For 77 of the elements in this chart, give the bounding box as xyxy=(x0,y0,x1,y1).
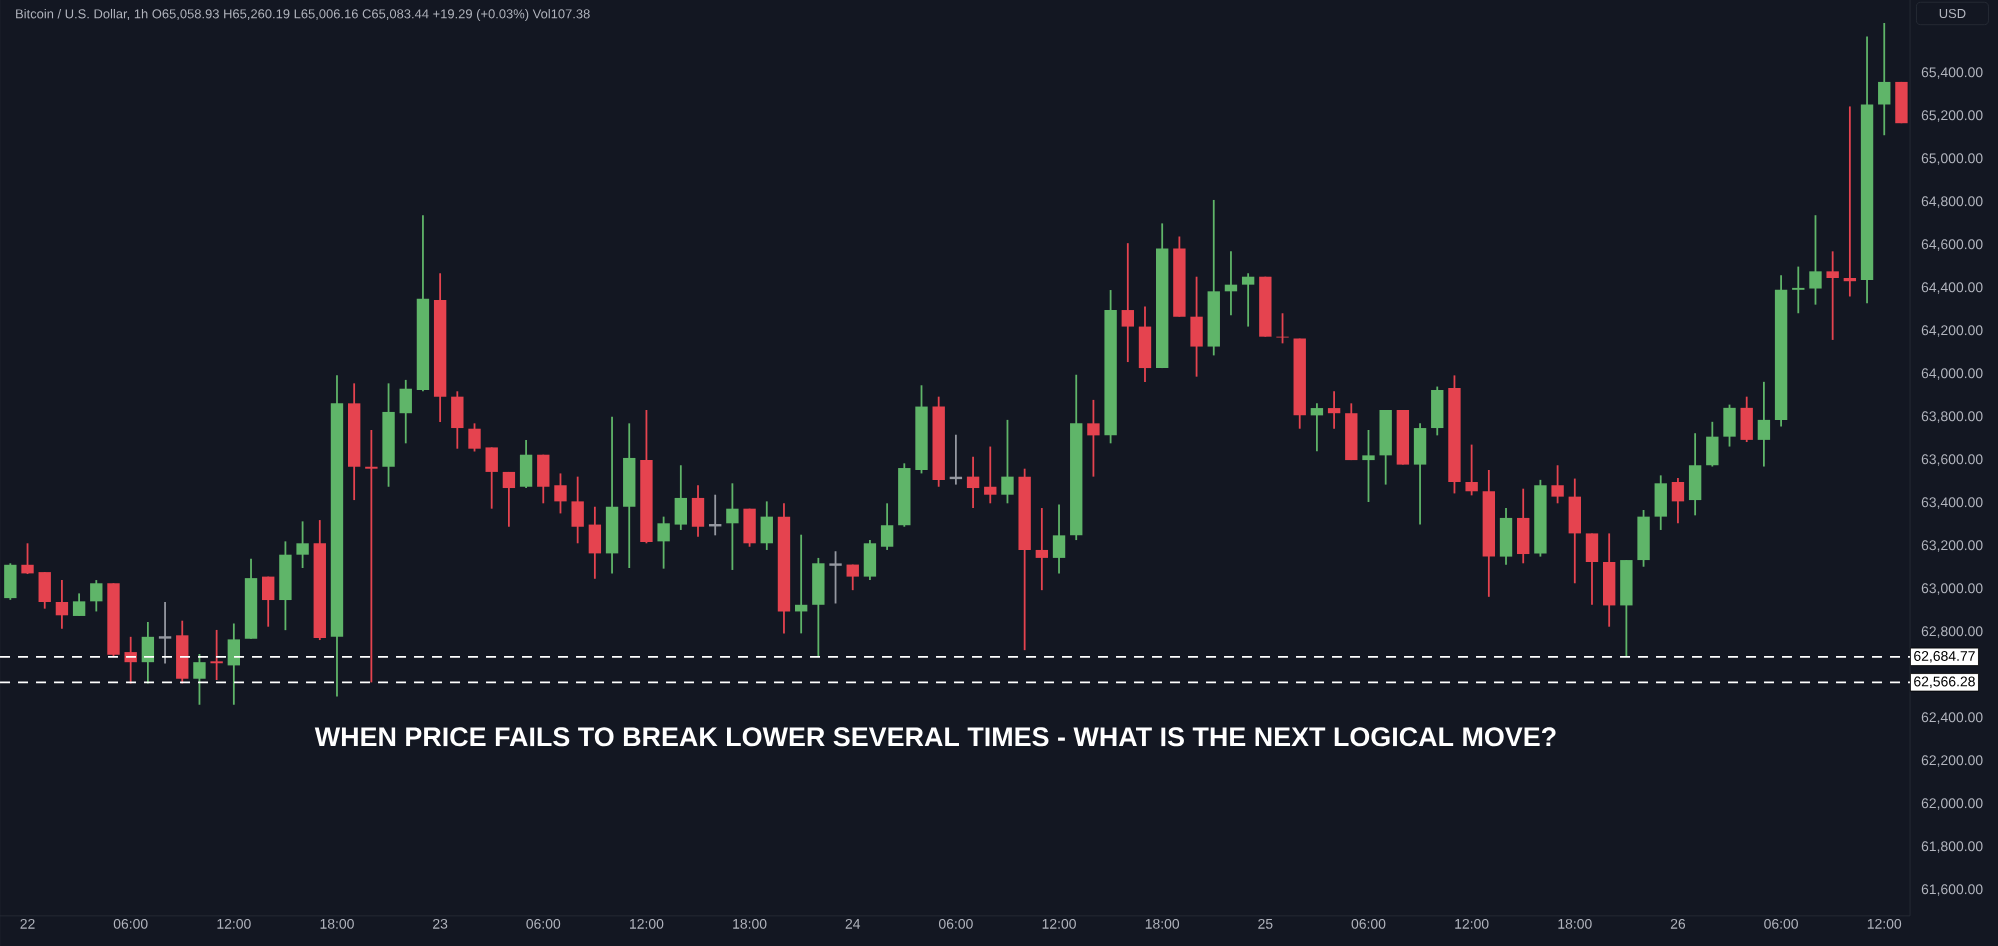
candlestick xyxy=(1517,487,1530,565)
candlestick xyxy=(1568,477,1581,585)
candlestick xyxy=(554,472,567,515)
candlestick xyxy=(537,453,550,505)
candlestick xyxy=(365,429,378,684)
candlestick xyxy=(1688,432,1702,517)
candlestick xyxy=(279,540,292,632)
candlestick xyxy=(1843,105,1857,298)
candlestick xyxy=(1499,507,1513,566)
candlestick xyxy=(605,415,619,575)
candlestick xyxy=(1654,474,1667,531)
candlestick xyxy=(1345,402,1358,461)
candlestick xyxy=(1327,390,1341,430)
candlestick xyxy=(1826,250,1839,341)
annotation: WHEN PRICE FAILS TO BREAK LOWER SEVERAL TIMES - WHAT IS THE NEXT LOGICAL MOVE? xyxy=(314,727,1556,747)
candlestick xyxy=(1602,532,1616,628)
candlestick xyxy=(210,629,223,681)
candlestick xyxy=(1001,418,1014,505)
candlestick xyxy=(1362,429,1375,503)
candlestick xyxy=(262,575,275,628)
candlestick xyxy=(1413,422,1427,526)
candlestick xyxy=(1878,22,1891,137)
candlestick xyxy=(1087,398,1100,478)
candlestick xyxy=(90,579,103,613)
candlestick xyxy=(193,653,206,706)
candlestick xyxy=(674,464,688,531)
candlestick xyxy=(399,379,412,445)
candlestick xyxy=(1379,409,1392,486)
candlestick xyxy=(502,471,516,528)
candlestick xyxy=(1706,420,1719,468)
candlestick xyxy=(21,542,34,575)
candlestick xyxy=(38,571,51,610)
candlestick xyxy=(1740,395,1753,443)
candlestick xyxy=(1671,477,1685,525)
candlestick xyxy=(1241,272,1255,328)
candlestick xyxy=(1792,265,1805,315)
candlestick xyxy=(1637,509,1650,568)
candlestick xyxy=(691,484,705,538)
candlestick xyxy=(1431,385,1444,437)
candlestick xyxy=(1585,532,1599,606)
candlestick xyxy=(519,438,533,489)
candlestick xyxy=(1809,214,1822,306)
candlestick xyxy=(227,622,241,706)
candlestick xyxy=(1310,402,1324,453)
candlestick xyxy=(1723,403,1736,448)
candlestick xyxy=(72,592,86,617)
candlestick xyxy=(1276,312,1289,345)
candlestick xyxy=(296,520,309,569)
candlestick xyxy=(1138,305,1152,383)
candlestick xyxy=(966,455,980,509)
candlestick xyxy=(1620,559,1633,658)
candlestick xyxy=(812,557,825,658)
candlestick xyxy=(760,500,773,551)
candlestick xyxy=(176,619,189,685)
candlestick xyxy=(1757,380,1771,468)
candlestick xyxy=(1190,275,1203,378)
candlestick xyxy=(571,475,584,545)
candlestick xyxy=(1052,503,1066,575)
candlestick xyxy=(1121,242,1134,363)
candlestick xyxy=(588,505,602,580)
candlestick xyxy=(846,563,859,592)
candlestick xyxy=(984,445,997,505)
candlestick xyxy=(55,579,69,630)
candlestick xyxy=(468,422,481,453)
candlestick xyxy=(880,502,894,551)
candlestick xyxy=(485,446,498,510)
candlestick xyxy=(726,482,739,571)
candlestick xyxy=(863,539,877,581)
candlestick xyxy=(157,601,173,665)
candlestick xyxy=(1465,443,1478,497)
candlestick xyxy=(828,550,843,605)
candlestick xyxy=(1551,464,1564,505)
candlestick xyxy=(4,562,17,601)
candlestick xyxy=(451,390,464,450)
candlestick xyxy=(1035,507,1049,592)
candlestick xyxy=(743,507,756,548)
candlestick xyxy=(657,515,670,570)
